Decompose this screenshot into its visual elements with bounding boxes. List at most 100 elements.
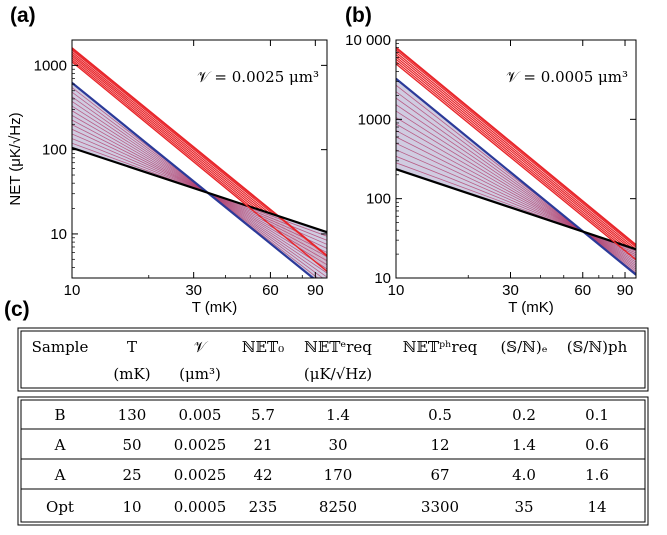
column-header: ℕ𝔼𝕋ᵉreq [304, 338, 372, 356]
table-cell: 12 [430, 436, 449, 454]
table-cell: 25 [122, 466, 141, 484]
y-tick-label-b: 100 [366, 191, 391, 208]
red-hatch-line-b [396, 58, 636, 256]
table-cell: 0.0025 [174, 436, 227, 454]
y-tick-label-b: 10 000 [345, 32, 391, 49]
table-cell: 10 [122, 498, 141, 516]
table-cell: B [54, 406, 65, 424]
red-hatch-line-b [396, 61, 636, 259]
panel-label-b: (b) [345, 4, 372, 27]
table-cell: 0.6 [585, 436, 609, 454]
column-header-unit: (μK/√Hz) [304, 365, 372, 383]
table-cell: A [54, 466, 66, 484]
column-header: ℕ𝔼𝕋₀ [242, 338, 284, 356]
purple-hatch-line-b [396, 110, 636, 266]
x-tick-label-b: 10 [388, 282, 405, 299]
x-tick-label-a: 60 [262, 282, 279, 299]
column-header: 𝒱 [194, 338, 209, 356]
series-line-a-3 [72, 61, 327, 272]
plot-frame-b [395, 39, 637, 279]
x-tick-label-b: 60 [574, 282, 591, 299]
table-cell: 67 [430, 466, 449, 484]
column-header-unit: (mK) [113, 365, 150, 383]
table-cell: 1.6 [585, 466, 609, 484]
series-line-a-1 [72, 82, 315, 278]
series-line-b-0 [396, 46, 636, 246]
column-header: T [127, 338, 137, 356]
body-frame-outer [17, 396, 649, 526]
y-axis-label-a: NET (μK/√Hz) [7, 112, 24, 205]
table-cell: 0.005 [179, 406, 222, 424]
x-tick-label-b: 30 [502, 282, 519, 299]
series-line-a-2 [72, 146, 327, 234]
table-cell: 0.5 [428, 406, 452, 424]
table-cell: 1.4 [512, 436, 536, 454]
y-tick-label-a: 10 [50, 226, 67, 243]
column-header: ℕ𝔼𝕋ᵖʰreq [403, 338, 478, 356]
table-cell: 50 [122, 436, 141, 454]
table-cell: 170 [324, 466, 353, 484]
table-cell: 3300 [421, 498, 459, 516]
header-frame-inner [20, 330, 646, 389]
table-cell: 35 [514, 498, 533, 516]
chart-a: 10 30 60 90 10 100 1000 𝒱 = 0.0025 μm³ T (mK) NET… [7, 39, 328, 316]
table-frame [17, 327, 649, 526]
table-cell: 30 [328, 436, 347, 454]
table-cell: 235 [249, 498, 278, 516]
x-axis-label-a: T (mK) [192, 299, 238, 316]
purple-hatch-line-b [396, 104, 636, 268]
red-hatch-line-b [396, 49, 636, 248]
panel-label-c: (c) [4, 298, 30, 321]
table-cell: 14 [587, 498, 606, 516]
table-cell: Opt [46, 498, 74, 516]
volume-annotation-a: 𝒱 = 0.0025 μm³ [197, 68, 319, 86]
red-hatch-line-b [396, 51, 636, 250]
red-hatch-region-b [396, 49, 636, 259]
charts-svg: 10 30 60 90 10 100 1000 𝒱 = 0.0025 μm³ T (mK) NET… [7, 32, 637, 316]
red-hatch-line-b [396, 54, 636, 252]
series-line-a-0 [72, 47, 327, 257]
table-cell: 0.0005 [174, 498, 227, 516]
purple-fill-a [72, 82, 327, 278]
table-cell: 0.1 [585, 406, 609, 424]
purple-hatch-line-b [396, 123, 636, 263]
chart-b: 10 30 60 90 10 100 1000 10 000 𝒱 = 0.0005 μm³ T (… [345, 32, 637, 316]
table-cell: 8250 [319, 498, 357, 516]
table-cell: 0.2 [512, 406, 536, 424]
column-header: (𝕊/ℕ)ph [567, 338, 628, 356]
x-tick-label-b: 90 [617, 282, 634, 299]
series-line-b-1 [396, 77, 636, 276]
column-header-unit: (μm³) [179, 365, 221, 383]
table-text: Sample T (mK) 𝒱 (μm³) ℕ𝔼𝕋₀ ℕ𝔼𝕋ᵉreq (μK/√Hz) ℕ𝔼𝕋ᵖ… [32, 338, 628, 516]
plot-area-b [396, 46, 636, 276]
table-cell: A [54, 436, 66, 454]
plot-area-a [72, 47, 327, 278]
y-tick-label-a: 1000 [34, 57, 67, 74]
panel-label-a: (a) [10, 4, 36, 27]
plot-frame-a [71, 39, 328, 279]
y-tick-label-a: 100 [42, 142, 67, 159]
table-cell: 1.4 [326, 406, 350, 424]
series-line-b-2 [396, 168, 636, 251]
series-line-b-3 [396, 63, 636, 261]
y-tick-label-b: 1000 [358, 111, 391, 128]
x-axis-label-b: T (mK) [508, 299, 554, 316]
red-hatch-line-b [396, 56, 636, 254]
column-header: (𝕊/ℕ)ₑ [500, 338, 547, 356]
table-cell: 42 [253, 466, 272, 484]
purple-hatch-line-b [396, 117, 636, 265]
y-tick-label-b: 10 [374, 270, 391, 287]
volume-annotation-b: 𝒱 = 0.0005 μm³ [506, 68, 628, 86]
purple-hatch-line-b [396, 97, 636, 270]
x-tick-label-a: 30 [185, 282, 202, 299]
table-cell: 21 [253, 436, 272, 454]
column-header: Sample [32, 338, 89, 356]
purple-hatch-line-b [396, 149, 636, 256]
table-cell: 0.0025 [174, 466, 227, 484]
header-frame-outer [17, 327, 649, 392]
x-tick-label-a: 90 [307, 282, 324, 299]
parameter-table: Sample T (mK) 𝒱 (μm³) ℕ𝔼𝕋₀ ℕ𝔼𝕋ᵉreq (μK/√Hz) ℕ𝔼𝕋ᵖ… [15, 325, 651, 530]
x-tick-label-a: 10 [64, 282, 81, 299]
table-cell: 130 [118, 406, 147, 424]
body-frame-inner [20, 399, 646, 523]
